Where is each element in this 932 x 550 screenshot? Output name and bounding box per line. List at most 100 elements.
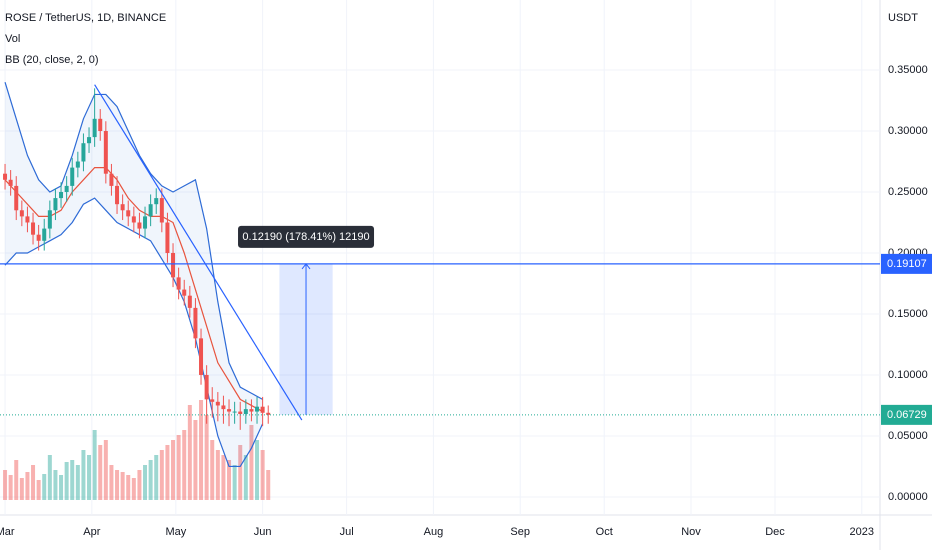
- volume-bar: [131, 478, 136, 500]
- candle-body: [137, 222, 142, 229]
- volume-bar: [266, 470, 271, 500]
- x-tick-label: Aug: [424, 526, 444, 538]
- candle-body: [260, 406, 265, 413]
- bb-upper: [4, 82, 263, 400]
- candle-body: [87, 137, 92, 144]
- candle-body: [243, 409, 248, 415]
- candle-body: [232, 411, 237, 413]
- volume-bar: [115, 470, 120, 500]
- volume-bar: [25, 472, 30, 500]
- candle-body: [126, 210, 131, 217]
- y-axis-label: USDT: [888, 12, 918, 24]
- candle-body: [154, 198, 159, 205]
- volume-bar: [159, 450, 164, 500]
- candle-body: [227, 409, 232, 412]
- volume-bar: [14, 460, 19, 500]
- candle-body: [115, 185, 120, 205]
- candle-body: [31, 222, 36, 235]
- volume-bar: [70, 460, 75, 500]
- measure-label: 0.12190 (178.41%) 12190: [242, 231, 369, 243]
- candle-body: [19, 210, 24, 217]
- volume-bar: [148, 460, 153, 500]
- indicator-label: BB (20, close, 2, 0): [5, 54, 99, 66]
- indicator-label: Vol: [5, 33, 20, 45]
- volume-bar: [98, 445, 103, 500]
- volume-bar: [171, 440, 176, 500]
- hline-label: 0.19107: [887, 258, 927, 270]
- candle-body: [47, 210, 52, 229]
- candle-body: [266, 412, 271, 415]
- volume-bar: [154, 455, 159, 500]
- volume-bar: [165, 445, 170, 500]
- candle-body: [238, 411, 243, 415]
- volume-bar: [81, 450, 86, 500]
- candle-body: [109, 173, 114, 186]
- candle-body: [204, 374, 209, 400]
- candle-body: [103, 131, 108, 174]
- candle-body: [159, 198, 164, 223]
- volume-bar: [221, 455, 226, 500]
- y-tick-label: 0.25000: [888, 186, 928, 198]
- volume-bar: [19, 478, 24, 500]
- volume-bar: [53, 470, 58, 500]
- volume-bar: [64, 462, 69, 500]
- volume-bar: [3, 470, 8, 500]
- hline-label-bg: [881, 253, 932, 274]
- x-tick-label: Apr: [83, 526, 100, 538]
- volume-bar: [8, 475, 13, 500]
- x-tick-label: Jul: [340, 526, 354, 538]
- volume-bar: [238, 445, 243, 500]
- measure-label-bg: [238, 225, 375, 248]
- candle-body: [249, 409, 254, 412]
- volume-bar: [232, 465, 237, 500]
- candle-body: [182, 289, 187, 296]
- volume-bar: [120, 472, 125, 500]
- candle-body: [75, 161, 80, 168]
- candle-body: [81, 143, 86, 162]
- x-tick-label: 2023: [850, 526, 874, 538]
- candle-body: [148, 204, 153, 217]
- candle-body: [215, 401, 220, 406]
- x-tick-label: Mar: [0, 526, 15, 538]
- volume-bar: [92, 430, 97, 500]
- x-tick-label: Oct: [596, 526, 613, 538]
- candle-body: [64, 185, 69, 192]
- volume-bar: [59, 475, 64, 500]
- x-tick-label: Jun: [254, 526, 272, 538]
- volume-bar: [75, 465, 80, 500]
- candle-body: [14, 185, 19, 211]
- volume-bar: [193, 420, 198, 500]
- candle-body: [255, 406, 260, 412]
- volume-bar: [137, 470, 142, 500]
- volume-bar: [182, 430, 187, 500]
- volume-bar: [176, 435, 181, 500]
- volume-bar: [243, 455, 248, 500]
- volume-bar: [215, 450, 220, 500]
- volume-bar: [187, 405, 192, 500]
- volume-bar: [227, 460, 232, 500]
- plot: 0.12190 (178.41%) 12190: [0, 82, 880, 500]
- candle-body: [193, 307, 198, 339]
- candle-body: [3, 173, 8, 180]
- candle-body: [92, 118, 97, 138]
- volume-bar: [126, 475, 131, 500]
- x-tick-label: Dec: [765, 526, 785, 538]
- candle-body: [59, 191, 64, 199]
- candle-body: [8, 179, 13, 186]
- volume-bar: [36, 480, 41, 500]
- chart-title: ROSE / TetherUS, 1D, BINANCE: [5, 12, 166, 24]
- volume-bar: [204, 415, 209, 500]
- candle-body: [176, 277, 181, 290]
- x-tick-label: Nov: [681, 526, 701, 538]
- volume-bar: [109, 465, 114, 500]
- candle-body: [70, 167, 75, 186]
- volume-bar: [87, 455, 92, 500]
- volume-bar: [31, 465, 36, 500]
- y-tick-label: 0.15000: [888, 308, 928, 320]
- y-tick-label: 0.00000: [888, 491, 928, 503]
- volume-bar: [255, 440, 260, 500]
- volume-bar: [249, 425, 254, 500]
